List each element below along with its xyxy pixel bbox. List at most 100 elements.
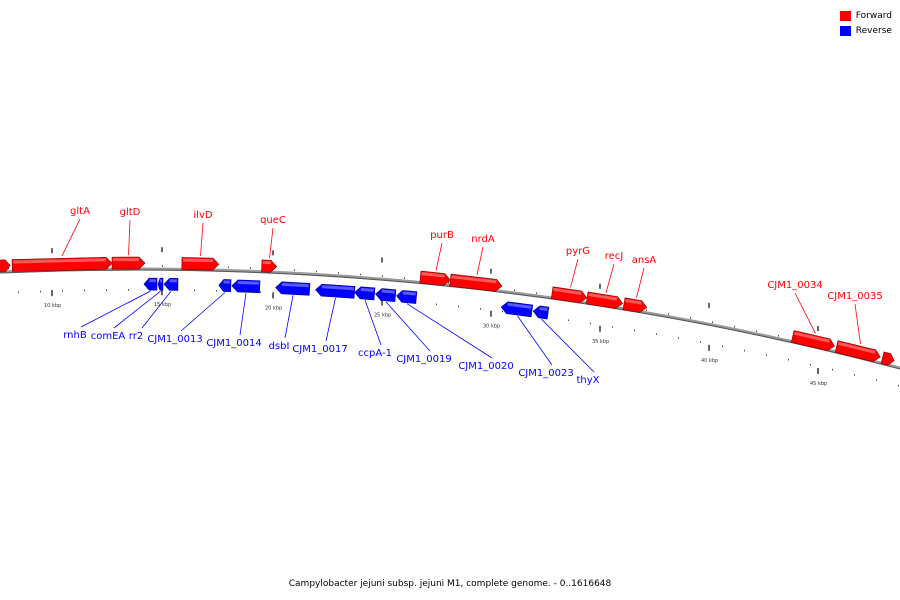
minor-tick — [766, 354, 767, 356]
gene-label[interactable]: pyrG — [566, 246, 590, 257]
gene-arrow[interactable] — [275, 281, 311, 296]
gene-gltD[interactable] — [111, 256, 146, 270]
gene-arrow[interactable] — [163, 277, 179, 291]
gene-CJM1_0017[interactable] — [315, 283, 356, 299]
minor-tick — [404, 277, 405, 279]
genes-layer — [0, 256, 896, 367]
gene-arrow[interactable] — [354, 286, 376, 301]
tick-label: 20 kbp — [265, 305, 282, 311]
gene-arrow[interactable] — [181, 257, 220, 271]
gene-arrow[interactable] — [143, 277, 158, 291]
gene-recJ[interactable] — [585, 291, 624, 310]
gene-highlight — [588, 293, 618, 301]
gene-arrow[interactable] — [550, 286, 588, 304]
gene-highlight — [553, 287, 582, 295]
minor-tick — [62, 290, 63, 292]
gene-comEA[interactable] — [157, 277, 164, 291]
gene-dsbI[interactable] — [275, 281, 311, 296]
gene-CJM1_0013[interactable] — [218, 279, 232, 292]
gene-label[interactable]: thyX — [576, 375, 599, 386]
gene-highlight — [794, 331, 830, 343]
gene-CJM1_0023[interactable] — [500, 301, 534, 318]
gene-arrow[interactable] — [585, 291, 624, 310]
gene-thyX[interactable] — [532, 305, 550, 320]
gene-arrow[interactable] — [375, 288, 397, 303]
gene-CJM1_0034[interactable] — [790, 330, 836, 352]
minor-tick — [810, 363, 811, 366]
gene-label[interactable]: recJ — [605, 251, 624, 262]
backbone-arc-shadow — [0, 269, 900, 370]
gene-partial[interactable] — [0, 259, 11, 273]
gene-label[interactable]: gltA — [70, 206, 90, 217]
gene-label[interactable]: comEA — [91, 331, 126, 342]
gene-arrow[interactable] — [231, 279, 261, 294]
gene-arrow[interactable] — [622, 297, 648, 314]
gene-label[interactable]: CJM1_0034 — [767, 280, 822, 291]
gene-gltA[interactable] — [11, 256, 113, 272]
minor-tick — [448, 281, 449, 284]
gene-connector — [435, 242, 443, 271]
gene-ilvD[interactable] — [181, 257, 220, 271]
gene-label[interactable]: ccpA-1 — [358, 348, 392, 359]
gene-arrow[interactable] — [11, 256, 113, 272]
gene-connector — [385, 301, 431, 352]
gene-arrow[interactable] — [261, 259, 278, 273]
gene-label[interactable]: rnhB — [63, 330, 87, 341]
gene-partial[interactable] — [880, 351, 896, 367]
gene-label[interactable]: nrdA — [471, 234, 495, 245]
gene-nrdA[interactable] — [449, 273, 503, 292]
gene-arrow[interactable] — [419, 270, 451, 286]
gene-rr2[interactable] — [163, 277, 179, 291]
gene-label[interactable]: ilvD — [193, 210, 212, 221]
gene-highlight — [281, 282, 309, 288]
minor-tick — [40, 290, 41, 293]
gene-arrow[interactable] — [500, 301, 534, 318]
minor-tick — [590, 322, 591, 325]
gene-label[interactable]: dsbI — [269, 341, 290, 352]
gene-arrow[interactable] — [880, 351, 896, 367]
gene-queC[interactable] — [261, 259, 278, 273]
gene-arrow[interactable] — [790, 330, 836, 352]
gene-arrow[interactable] — [315, 283, 356, 299]
gene-CJM1_0020[interactable] — [396, 290, 418, 304]
genome-caption: Campylobacter jejuni subsp. jejuni M1, c… — [288, 579, 612, 589]
gene-ccpA-1[interactable] — [354, 286, 376, 301]
gene-arrow[interactable] — [157, 277, 164, 291]
minor-tick — [84, 289, 85, 292]
gene-label[interactable]: queC — [260, 215, 286, 226]
gene-arrow[interactable] — [0, 259, 11, 273]
gene-label[interactable]: ansA — [632, 255, 657, 266]
gene-CJM1_0014[interactable] — [231, 279, 261, 294]
gene-arrow[interactable] — [396, 290, 418, 304]
gene-pyrG[interactable] — [550, 286, 588, 304]
gene-label[interactable]: CJM1_0013 — [147, 334, 202, 345]
gene-label[interactable]: CJM1_0014 — [206, 338, 261, 349]
gene-label[interactable]: CJM1_0023 — [518, 368, 573, 379]
gene-arrow[interactable] — [218, 279, 232, 292]
gene-arrow[interactable] — [532, 305, 550, 320]
gene-label[interactable]: purB — [430, 230, 454, 241]
gene-label[interactable]: CJM1_0019 — [396, 354, 451, 365]
gene-connector — [476, 246, 484, 276]
minor-tick — [678, 337, 679, 339]
gene-label[interactable]: rr2 — [129, 331, 143, 342]
gene-arrow[interactable] — [449, 273, 503, 292]
gene-purB[interactable] — [419, 270, 451, 286]
gene-label[interactable]: CJM1_0020 — [458, 361, 513, 372]
gene-rnhB[interactable] — [143, 277, 158, 291]
gene-connector — [605, 263, 615, 293]
gene-connector — [180, 292, 226, 332]
minor-tick — [436, 303, 437, 306]
gene-arrow[interactable] — [834, 340, 882, 363]
gene-ansA[interactable] — [622, 297, 648, 314]
gene-label[interactable]: CJM1_0017 — [292, 344, 347, 355]
gene-CJM1_0019[interactable] — [375, 288, 397, 303]
gene-label[interactable]: CJM1_0035 — [827, 291, 882, 302]
gene-CJM1_0035[interactable] — [834, 340, 882, 363]
minor-tick — [712, 321, 713, 323]
gene-arrow[interactable] — [111, 256, 146, 270]
legend-forward-label: Forward — [855, 10, 892, 21]
gene-label[interactable]: gltD — [120, 207, 141, 218]
minor-tick — [788, 359, 789, 361]
tick-label: 10 kbp — [44, 303, 61, 309]
